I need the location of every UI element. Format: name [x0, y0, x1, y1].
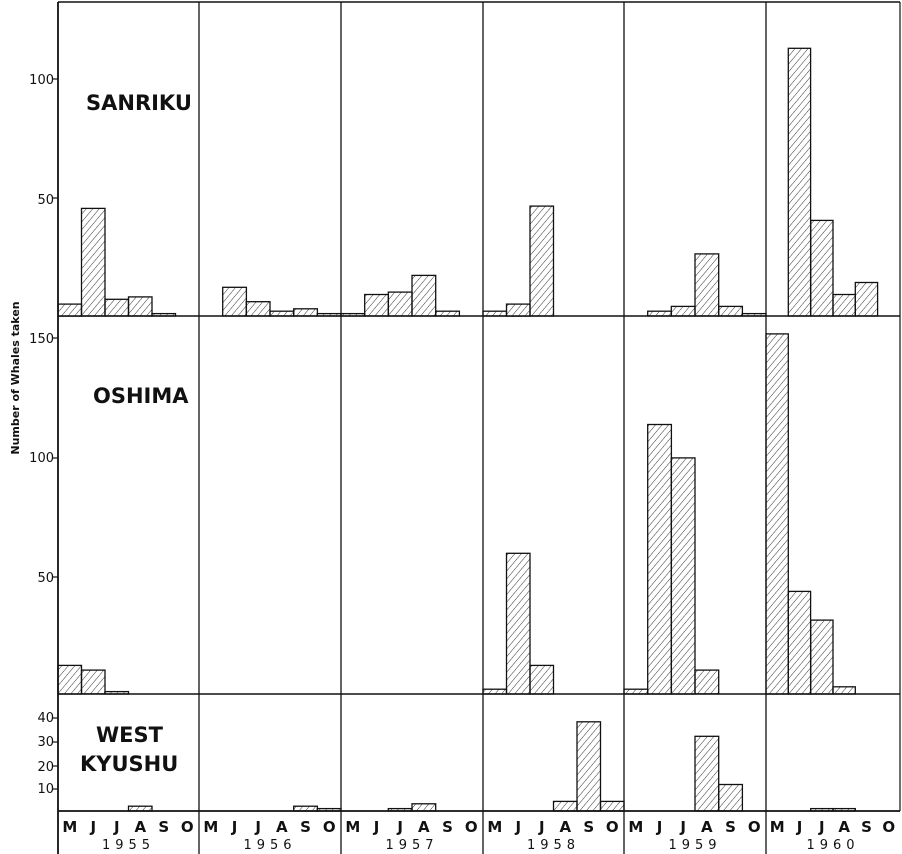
bar — [718, 305, 744, 317]
bar — [505, 552, 531, 695]
bar — [810, 619, 834, 695]
bar — [387, 291, 413, 317]
bar — [718, 783, 744, 812]
x-tick-label: J — [515, 818, 522, 836]
bar — [222, 286, 248, 317]
x-tick-label: A — [276, 818, 288, 836]
y-tick-label: 50 — [37, 571, 54, 586]
bar — [599, 800, 625, 812]
y-tick-label: 100 — [29, 451, 54, 466]
bar — [80, 207, 106, 317]
x-tick-label: O — [748, 818, 761, 836]
x-tick-label: S — [442, 818, 453, 836]
x-tick-label: O — [465, 818, 478, 836]
bars-layer — [57, 47, 879, 812]
bar — [552, 800, 578, 812]
x-tick-label: O — [882, 818, 895, 836]
bar — [832, 686, 856, 695]
x-tick-label: J — [396, 818, 403, 836]
x-tick-label: J — [796, 818, 803, 836]
x-tick-label: M — [628, 818, 643, 836]
region-label-sanriku: SANRIKU — [86, 91, 192, 115]
y-tick-label: 40 — [37, 711, 54, 726]
year-label: 1957 — [385, 838, 438, 853]
bar — [411, 803, 437, 812]
x-tick-label: J — [538, 818, 545, 836]
bar — [787, 47, 812, 317]
x-tick-label: S — [158, 818, 169, 836]
x-tick-label: M — [203, 818, 218, 836]
x-tick-label: A — [418, 818, 430, 836]
x-tick-label: A — [559, 818, 571, 836]
bar — [576, 721, 602, 812]
region-label-oshima: OSHIMA — [93, 384, 189, 408]
bar — [832, 293, 856, 317]
x-tick-label: J — [113, 818, 120, 836]
bar — [670, 457, 696, 695]
x-tick-label: O — [606, 818, 619, 836]
x-tick-label: O — [181, 818, 194, 836]
x-tick-label: S — [861, 818, 872, 836]
bar — [57, 303, 83, 317]
y-axis-label: Number of Whales taken — [9, 301, 22, 454]
x-tick-label: J — [818, 818, 825, 836]
x-tick-label: J — [90, 818, 97, 836]
bar — [854, 281, 879, 317]
x-tick-label: J — [656, 818, 663, 836]
bar — [694, 735, 720, 812]
x-tick-label: S — [583, 818, 594, 836]
y-tick-label: 100 — [29, 73, 54, 88]
x-tick-label: O — [323, 818, 336, 836]
bar — [670, 305, 696, 317]
bar — [694, 253, 720, 317]
x-tick-label: A — [134, 818, 146, 836]
bar — [529, 664, 555, 695]
x-tick-label: S — [300, 818, 311, 836]
x-tick-label: J — [373, 818, 380, 836]
bar — [104, 298, 130, 317]
x-tick-label: A — [701, 818, 713, 836]
y-tick-label: 20 — [37, 760, 54, 775]
bar — [810, 219, 834, 317]
bar — [694, 669, 720, 695]
bar — [529, 205, 555, 317]
y-tick-label: 50 — [37, 193, 54, 208]
bar — [765, 333, 789, 695]
bar — [293, 308, 319, 317]
y-tick-label: 150 — [29, 332, 54, 347]
region-label-west-kyushu-line1: WEST — [96, 723, 164, 747]
x-tick-label: J — [231, 818, 238, 836]
year-label: 1956 — [243, 838, 296, 853]
bar — [787, 590, 812, 695]
year-label: 1960 — [806, 838, 859, 853]
x-tick-label: J — [254, 818, 261, 836]
x-tick-label: M — [487, 818, 502, 836]
x-tick-label: M — [62, 818, 77, 836]
x-tick-label: J — [679, 818, 686, 836]
bar — [57, 664, 83, 695]
bar — [127, 296, 153, 317]
y-tick-label: 10 — [37, 782, 54, 797]
y-tick-label: 30 — [37, 735, 54, 750]
bar — [80, 669, 106, 695]
bar — [647, 423, 673, 695]
x-tick-label: S — [725, 818, 736, 836]
x-tick-label: A — [838, 818, 850, 836]
year-label: 1955 — [102, 838, 155, 853]
year-label: 1958 — [527, 838, 580, 853]
x-tick-label: M — [345, 818, 360, 836]
bar — [364, 293, 390, 317]
x-tick-label: M — [770, 818, 785, 836]
chart-frame — [52, 1, 901, 854]
bar — [245, 301, 271, 317]
bar — [505, 303, 531, 317]
bar — [411, 274, 437, 317]
region-label-west-kyushu-line2: KYUSHU — [80, 752, 178, 776]
year-label: 1959 — [668, 838, 721, 853]
